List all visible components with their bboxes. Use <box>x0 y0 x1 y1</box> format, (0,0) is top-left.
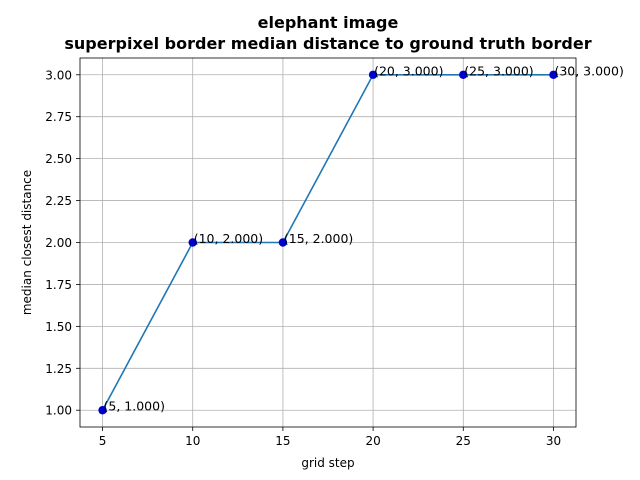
y-tick-label: 2.00 <box>45 236 72 250</box>
plot-frame <box>79 57 577 428</box>
y-tick-label: 2.25 <box>45 194 72 208</box>
data-point <box>368 70 378 79</box>
chart-subtitle: superpixel border median distance to gro… <box>64 34 591 53</box>
y-tick-label: 1.50 <box>45 320 72 334</box>
annotation-layer: (5, 1.000) (10, 2.000) (15, 2.000) (20, 3.0… <box>104 63 624 413</box>
x-tick-label: 25 <box>456 434 471 448</box>
y-tick-label: 1.75 <box>45 278 72 292</box>
x-tick-label: 20 <box>365 434 380 448</box>
y-tick-label: 2.50 <box>45 152 72 166</box>
y-tick-label: 3.00 <box>45 68 72 82</box>
point-annotation: (10, 2.000) <box>194 231 263 246</box>
data-point <box>549 70 558 79</box>
point-annotation: (5, 1.000) <box>104 399 165 414</box>
x-tick-label: 30 <box>546 434 561 448</box>
x-tick-label: 15 <box>275 434 290 448</box>
point-annotation: (25, 3.000) <box>464 63 533 78</box>
y-axis-label: median closest distance <box>20 170 34 315</box>
data-point <box>188 238 197 247</box>
x-tick-label: 10 <box>185 434 200 448</box>
point-annotation: (30, 3.000) <box>554 63 623 78</box>
x-axis-label: grid step <box>301 456 354 470</box>
series-layer <box>98 70 558 415</box>
data-point <box>459 70 468 79</box>
x-tick-label: 5 <box>99 434 107 448</box>
y-tick-label: 1.25 <box>45 362 72 376</box>
point-annotation: (20, 3.000) <box>374 63 443 78</box>
y-tick-label: 2.75 <box>45 110 72 124</box>
y-tick-label: 1.00 <box>45 404 72 418</box>
series-line <box>101 73 554 411</box>
data-point <box>278 238 288 247</box>
point-annotation: (15, 2.000) <box>284 231 353 246</box>
ticks-layer: 5 10 15 20 25 30 1.00 1.25 1.50 1.75 2.00 2.25 2.50 2… <box>45 68 561 448</box>
chart-title: elephant image <box>258 13 399 32</box>
data-point <box>98 406 107 415</box>
